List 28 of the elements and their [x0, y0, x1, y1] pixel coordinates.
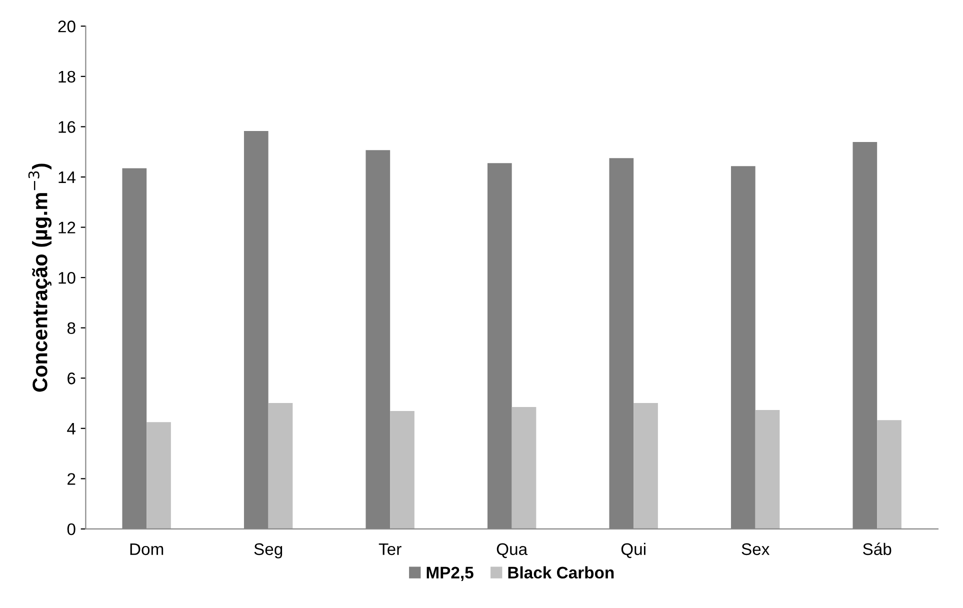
y-tick-label: 10: [58, 272, 76, 284]
bar: [268, 403, 293, 529]
y-tick-label: 18: [58, 70, 76, 83]
bar: [512, 407, 536, 529]
bar: [634, 403, 658, 529]
x-tick-label: Dom: [130, 543, 164, 556]
bar: [146, 422, 171, 529]
y-tick-label: 16: [58, 121, 76, 133]
y-tick-label: 6: [68, 372, 76, 384]
x-tick-label: Qua: [496, 543, 528, 558]
y-tick-label: 20: [58, 20, 76, 32]
x-tick-label: Sáb: [863, 542, 892, 556]
y-tick-label: 2: [68, 473, 76, 485]
bar: [390, 411, 414, 529]
y-tick-label: 0: [67, 523, 76, 536]
x-tick-label: Qui: [621, 542, 646, 558]
y-tick-label: 8: [67, 322, 76, 334]
y-axis-title: Concentração (µg.m$^{−3}$): [28, 164, 52, 392]
y-tick-label: 4: [67, 422, 76, 434]
legend-label: MP2,5: [426, 566, 474, 581]
x-tick-label: Sex: [742, 543, 770, 556]
y-tick-label: 14: [58, 172, 76, 184]
y-tick-label: 12: [58, 222, 76, 234]
bar: [755, 410, 780, 529]
legend-label: Black Carbon: [508, 566, 614, 579]
x-tick-label: Seg: [254, 543, 282, 558]
bar: [877, 420, 902, 529]
x-tick-label: Ter: [378, 543, 402, 556]
